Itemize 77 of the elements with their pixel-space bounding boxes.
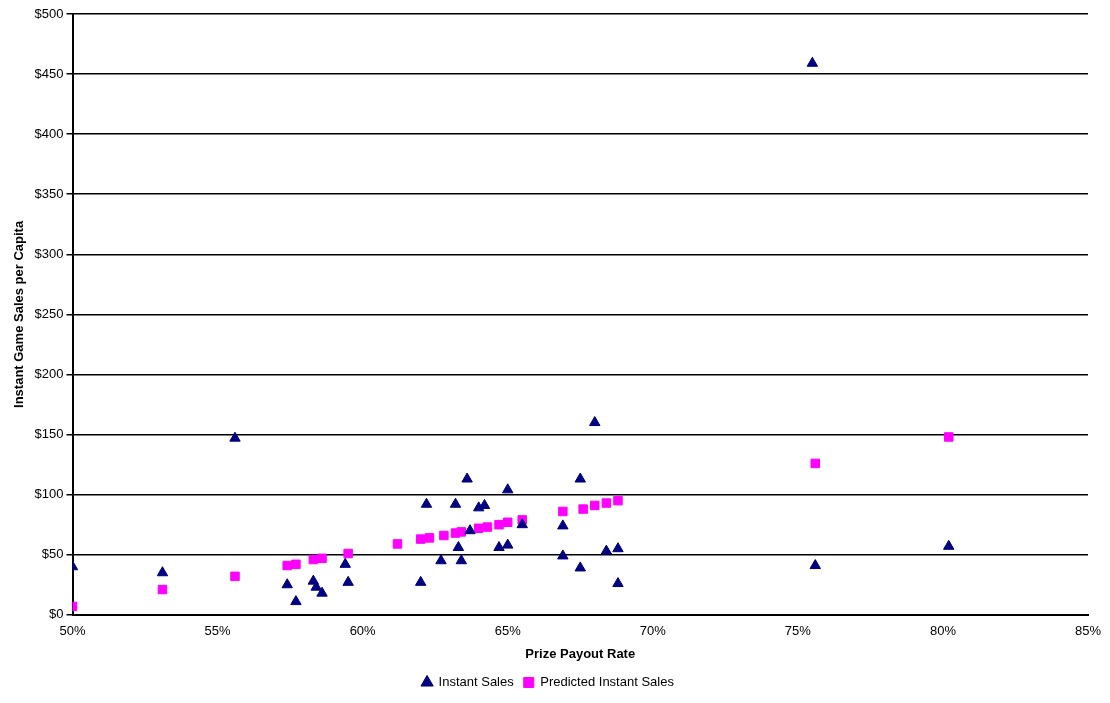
point xyxy=(310,580,322,591)
point xyxy=(308,554,319,565)
y-tick-label: $300 xyxy=(34,245,64,261)
point xyxy=(612,542,624,553)
point xyxy=(316,586,328,597)
point xyxy=(557,549,569,560)
point xyxy=(600,544,613,555)
y-tick-label: $0 xyxy=(49,606,64,622)
point xyxy=(414,575,427,586)
point xyxy=(464,524,476,535)
y-tick-label: $350 xyxy=(34,185,64,201)
y-tick-label: $100 xyxy=(34,486,64,502)
point xyxy=(502,517,513,528)
point xyxy=(435,554,447,565)
point xyxy=(456,527,467,537)
x-axis-title: Prize Payout Rate xyxy=(525,645,636,661)
y-tick-label: $400 xyxy=(34,125,64,141)
point xyxy=(229,431,241,442)
point xyxy=(806,56,819,67)
point xyxy=(578,504,588,514)
point xyxy=(613,495,623,506)
x-tick-label: 50% xyxy=(59,623,86,639)
point xyxy=(392,539,403,549)
point xyxy=(157,584,168,595)
point xyxy=(590,500,600,511)
x-tick-label: 65% xyxy=(494,623,522,639)
point xyxy=(291,559,301,570)
point xyxy=(574,472,586,483)
legend-label: Instant Sales xyxy=(438,674,515,690)
point xyxy=(452,541,465,552)
y-tick-label: $50 xyxy=(41,546,64,562)
point xyxy=(494,519,504,530)
y-tick-label: $200 xyxy=(34,366,64,382)
x-tick-label: 75% xyxy=(784,623,812,639)
legend-label: Predicted Instant Sales xyxy=(540,674,675,690)
point xyxy=(557,519,569,530)
y-axis-title: Instant Game Sales per Capita xyxy=(11,220,27,408)
point xyxy=(502,538,514,549)
point xyxy=(281,578,293,589)
point xyxy=(810,458,821,469)
y-tick-label: $450 xyxy=(34,65,64,81)
x-tick-label: 60% xyxy=(349,623,377,639)
point xyxy=(455,554,467,565)
x-tick-label: 70% xyxy=(639,623,667,639)
point xyxy=(943,432,954,442)
point xyxy=(482,522,493,532)
point xyxy=(612,577,624,588)
point xyxy=(420,497,433,508)
point xyxy=(290,595,302,606)
point xyxy=(601,498,612,508)
point xyxy=(809,559,821,570)
point xyxy=(282,560,292,571)
x-tick-label: 80% xyxy=(929,623,957,639)
point xyxy=(493,541,505,552)
point xyxy=(342,575,354,586)
point xyxy=(574,561,586,572)
point xyxy=(230,571,240,582)
point xyxy=(156,566,169,577)
point xyxy=(343,548,353,559)
point xyxy=(461,472,473,483)
point xyxy=(943,539,955,550)
point xyxy=(439,530,449,541)
point xyxy=(415,534,426,544)
point xyxy=(589,416,601,427)
point xyxy=(449,497,462,508)
point xyxy=(516,518,528,529)
point xyxy=(473,523,484,534)
y-tick-label: $250 xyxy=(34,305,64,321)
point xyxy=(502,483,514,494)
point xyxy=(424,533,435,543)
point xyxy=(317,553,327,564)
y-tick-label: $150 xyxy=(34,426,64,442)
x-tick-label: 85% xyxy=(1074,623,1102,639)
point xyxy=(558,506,568,517)
point xyxy=(339,557,351,568)
x-tick-label: 55% xyxy=(204,623,232,639)
y-tick-label: $500 xyxy=(34,5,64,21)
